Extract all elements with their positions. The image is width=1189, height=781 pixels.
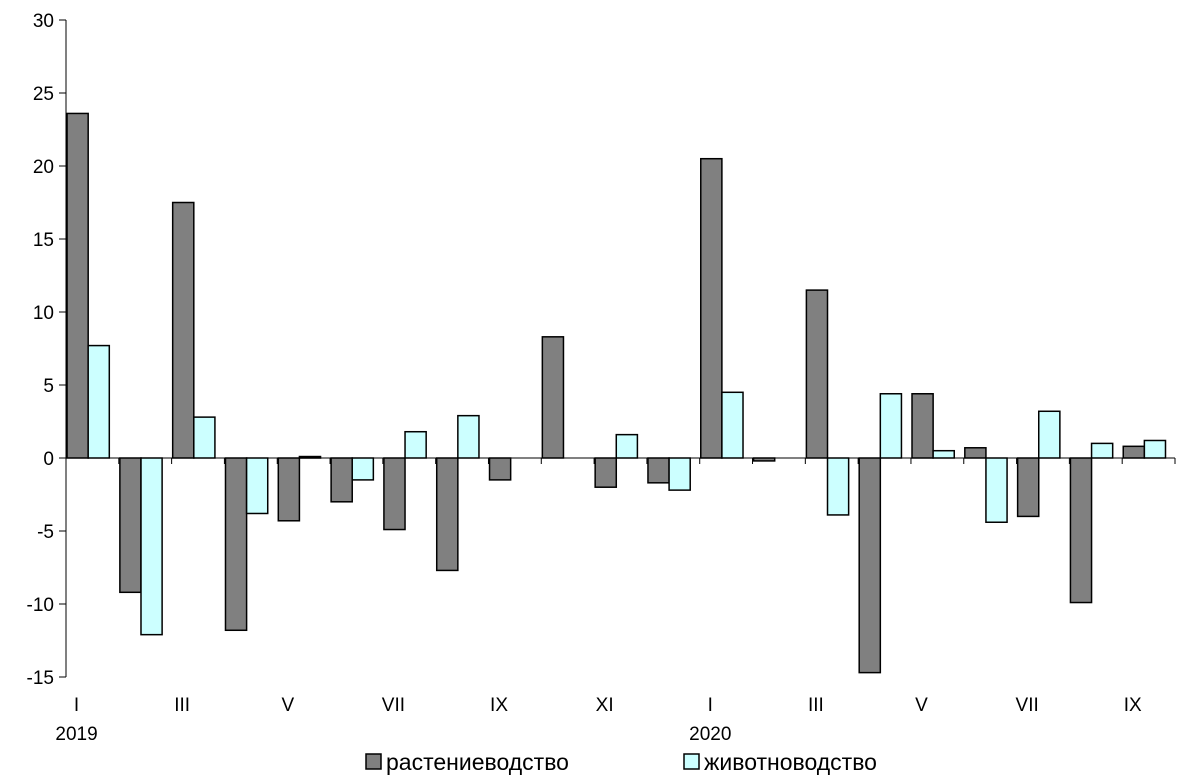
legend-label: животноводство [704,749,877,775]
x-tick-label: V [281,695,294,716]
bar-crop [171,201,195,459]
bar-livestock [1143,439,1167,459]
legend-swatch [365,753,382,770]
bar-livestock [140,457,163,636]
bar-livestock [457,414,480,459]
bar-livestock [193,416,216,459]
y-tick-label: -15 [27,668,54,689]
bar-crop [594,457,618,488]
x-tick-label: IX [1124,695,1142,716]
bar-livestock [615,433,639,459]
bar-livestock [721,391,744,459]
y-tick-label: 30 [33,11,54,32]
bar-crop [330,457,353,503]
bar-crop [383,457,406,531]
legend-label: растениеводство [386,749,569,775]
bar-livestock [668,457,691,491]
bar-crop [435,457,459,572]
y-tick-label: 5 [43,376,54,397]
year-label: 2020 [689,724,731,745]
bar-crop [224,457,248,632]
legend-swatch [683,753,700,770]
y-tick-label: 10 [33,303,54,324]
bar-crop [1069,457,1093,604]
year-label: 2019 [55,724,97,745]
x-tick-label: III [174,695,190,716]
bars [66,112,1167,674]
bar-crop [119,457,142,594]
y-tick-label: -10 [27,595,54,616]
bar-livestock [351,457,375,481]
x-tick-label: I [74,695,79,716]
bar-livestock [1038,410,1061,459]
y-tick-label: -5 [37,522,54,543]
y-tick-label: 20 [33,157,54,178]
bar-livestock [87,344,111,459]
bar-crop [1016,457,1040,518]
bar-livestock [932,449,956,459]
x-tick-label: IX [490,695,508,716]
y-tick-label: 15 [33,230,54,251]
bar-livestock [985,457,1008,523]
bar-crop [805,289,829,459]
bar-crop [647,457,670,484]
y-tick-label: 25 [33,84,54,105]
bar-crop [700,157,723,459]
bar-livestock [879,393,903,459]
bar-crop [541,336,565,459]
bar-crop [911,393,934,459]
bar-livestock [1090,442,1114,459]
x-tick-label: III [808,695,824,716]
legend: растениеводство животноводство [365,749,877,775]
y-tick-label: 0 [43,449,54,470]
y-axis: -15 -10 -5 0 5 10 15 20 25 30 [27,11,67,689]
bar-crop [66,112,89,459]
bar-livestock [404,430,427,459]
bar-crop [277,457,301,522]
x-tick-label: V [915,695,928,716]
bar-livestock [826,457,850,516]
bar-crop [964,447,987,459]
x-tick-label: I [708,695,713,716]
x-tick-label: XI [596,695,614,716]
bar-crop [858,457,882,674]
bar-crop [1122,445,1146,459]
x-tick-label: VII [382,695,405,716]
x-tick-label: VII [1016,695,1039,716]
bar-crop [488,457,512,481]
bar-livestock [245,457,269,515]
